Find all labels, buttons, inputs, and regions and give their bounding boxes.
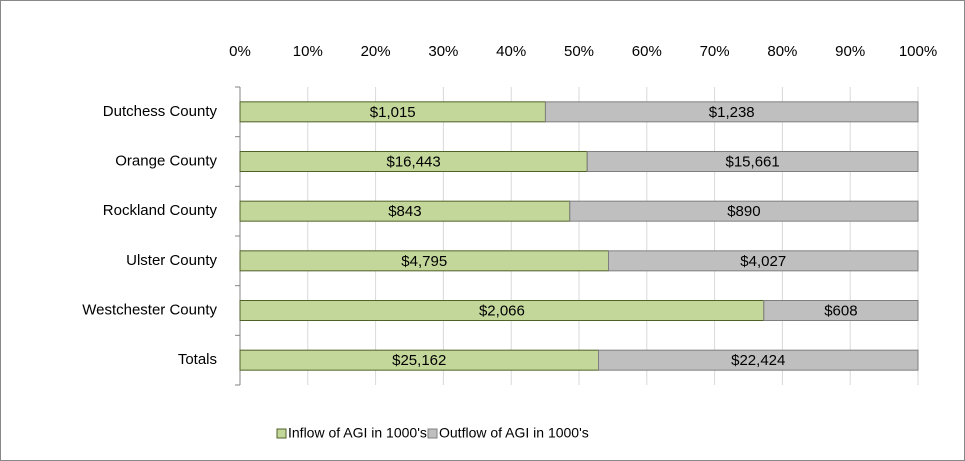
y-tick-label: Ulster County xyxy=(126,252,217,269)
y-tick-label: Dutchess County xyxy=(103,103,218,120)
x-tick-label: 10% xyxy=(293,43,323,60)
bar-segment xyxy=(608,250,919,272)
value-label: $25,162 xyxy=(392,352,446,369)
legend-swatch xyxy=(276,428,287,439)
legend-swatch xyxy=(427,428,438,439)
bar-segment xyxy=(763,300,919,321)
value-label: $15,661 xyxy=(726,153,780,170)
x-tick-label: 70% xyxy=(700,43,730,60)
bar-segment xyxy=(569,200,919,222)
legend-label: Inflow of AGI in 1000's xyxy=(288,425,427,441)
x-tick-label: 40% xyxy=(496,43,526,60)
x-tick-label: 50% xyxy=(564,43,594,60)
x-tick-label: 0% xyxy=(229,43,251,60)
x-tick-label: 20% xyxy=(361,43,391,60)
value-label: $4,027 xyxy=(740,253,786,270)
value-label: $1,238 xyxy=(709,104,755,121)
value-label: $890 xyxy=(727,203,760,220)
value-label: $4,795 xyxy=(401,253,447,270)
value-label: $843 xyxy=(388,203,421,220)
x-tick-label: 80% xyxy=(767,43,797,60)
bar-segment xyxy=(586,151,919,172)
x-tick-label: 30% xyxy=(428,43,458,60)
value-label: $16,443 xyxy=(387,153,441,170)
bar-segment xyxy=(544,101,919,123)
y-tick-label: Totals xyxy=(178,351,217,368)
legend-label: Outflow of AGI in 1000's xyxy=(439,425,589,441)
y-tick-label: Westchester County xyxy=(82,301,217,318)
x-tick-label: 90% xyxy=(835,43,865,60)
value-label: $22,424 xyxy=(731,352,785,369)
x-tick-label: 100% xyxy=(899,43,937,60)
value-label: $2,066 xyxy=(479,302,525,319)
value-label: $608 xyxy=(824,302,857,319)
bar-segment xyxy=(598,349,919,371)
value-label: $1,015 xyxy=(370,104,416,121)
y-tick-label: Orange County xyxy=(115,152,217,169)
y-tick-label: Rockland County xyxy=(103,202,218,219)
x-tick-label: 60% xyxy=(632,43,662,60)
